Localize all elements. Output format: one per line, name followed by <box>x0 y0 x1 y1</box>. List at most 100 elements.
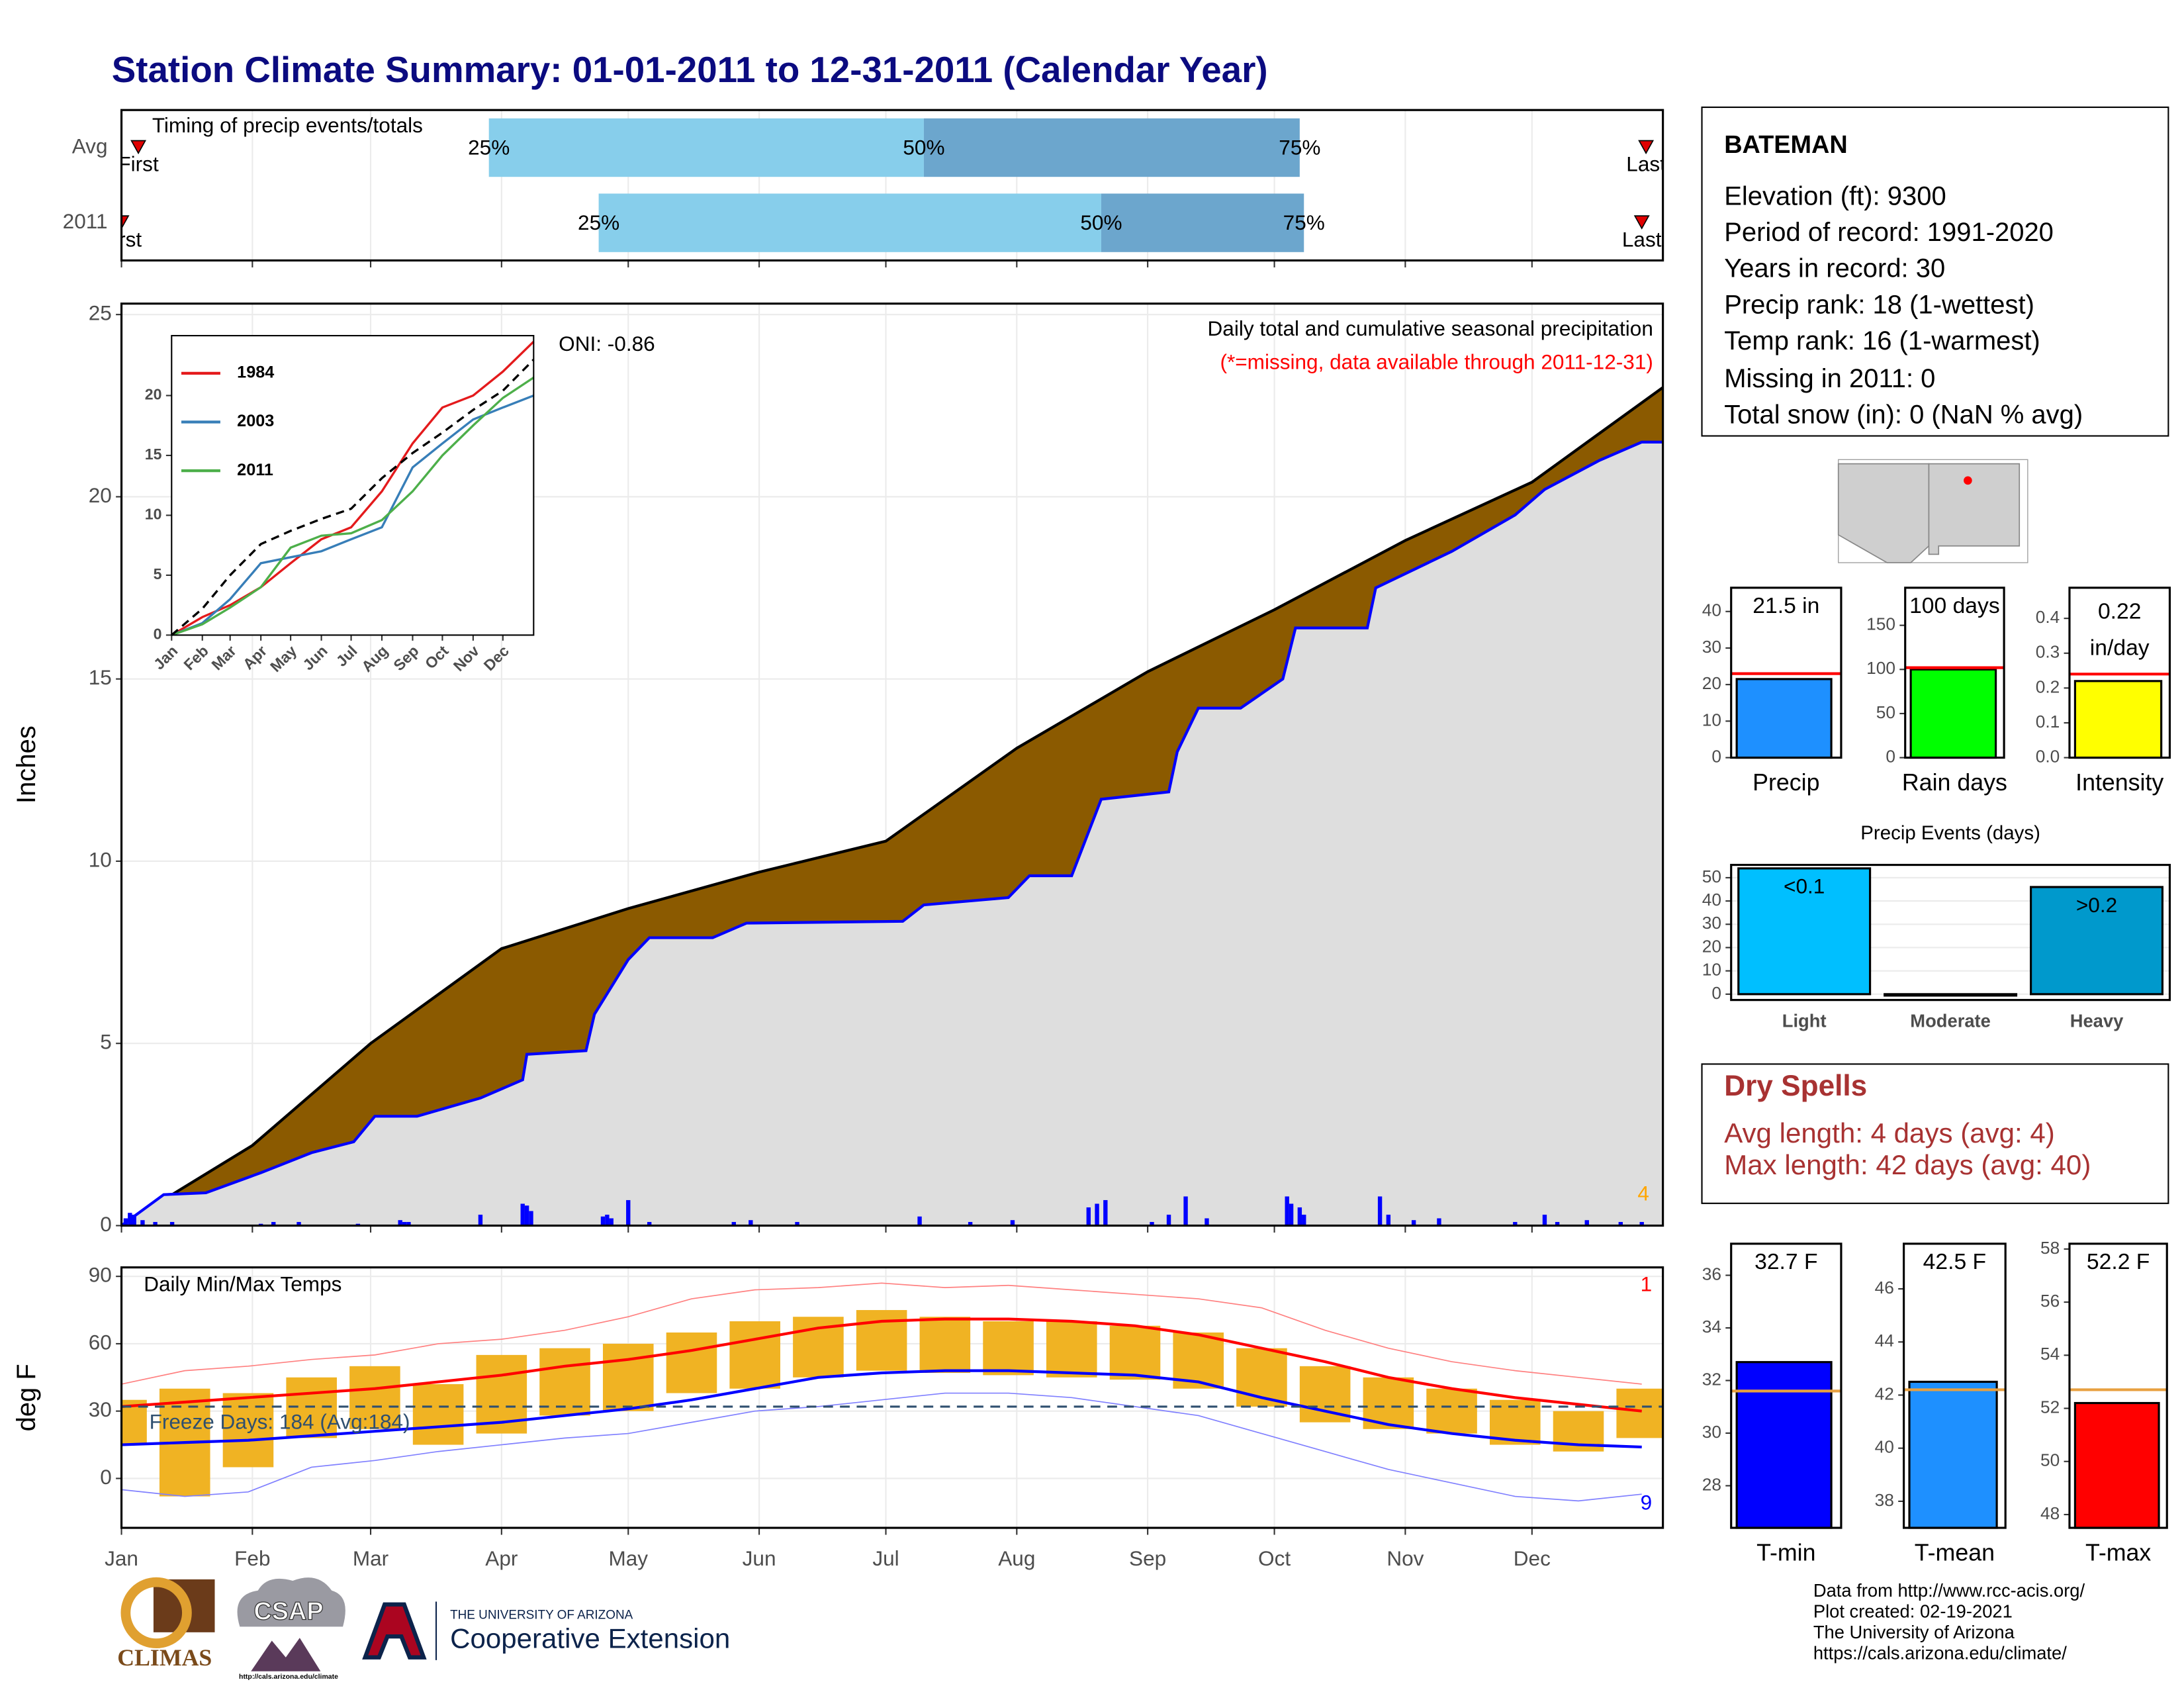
panel-frame <box>2068 1243 2168 1529</box>
csap-url: http://cals.arizona.edu/climate <box>239 1673 338 1681</box>
page-title: Station Climate Summary: 01-01-2011 to 1… <box>112 49 1268 90</box>
x-tick-label: Sep <box>1129 1546 1166 1570</box>
daily-bar <box>1285 1196 1289 1226</box>
daily-bar <box>478 1214 483 1226</box>
y-tick-label: 5 <box>100 1030 112 1054</box>
panel-frame <box>120 303 1664 1227</box>
daily-bar <box>917 1216 922 1226</box>
x-category-label: Heavy <box>2070 1011 2124 1031</box>
legend-label: 1984 <box>237 363 274 382</box>
y-tick-label: 32 <box>1702 1369 1721 1389</box>
quantile-bar <box>488 118 924 177</box>
daily-bar <box>795 1221 799 1226</box>
climas-logo-text: CLIMAS <box>117 1644 212 1671</box>
temp-line <box>121 1282 1642 1385</box>
y-tick-label: 30 <box>89 1397 112 1421</box>
chart-subtitle: (*=missing, data available through 2011-… <box>1220 350 1653 373</box>
bar <box>2073 680 2163 759</box>
daily-bar <box>626 1199 631 1226</box>
oni-annotation: ONI: -0.86 <box>559 332 655 355</box>
x-category-label: T-mean <box>1915 1539 1995 1566</box>
csap-mountain <box>251 1638 321 1671</box>
temp-line <box>121 1317 1642 1413</box>
y-tick-label: 44 <box>1875 1331 1894 1350</box>
y-tick-label: 20 <box>89 483 112 507</box>
y-tick-label: 15 <box>89 665 112 689</box>
x-category-label: T-max <box>2085 1539 2151 1566</box>
daily-bar <box>398 1220 402 1226</box>
bar-label: >0.2 <box>2076 893 2117 917</box>
cumulative-line <box>120 440 1663 1227</box>
chart-title: Daily Min/Max Temps <box>144 1272 341 1295</box>
y-tick-label: 50 <box>1702 867 1721 886</box>
temp-range-bar <box>1616 1388 1663 1438</box>
bar <box>1735 1361 1833 1529</box>
bar-label: <0.1 <box>1784 874 1825 898</box>
panel-frame <box>171 335 535 636</box>
series-line <box>171 340 535 636</box>
daily-bar <box>1289 1203 1294 1226</box>
event-label: Last <box>1626 152 1666 176</box>
y-tick-label: 42 <box>1875 1383 1894 1403</box>
y-tick-label: 52 <box>2040 1397 2060 1417</box>
y-tick-label: 15 <box>145 445 162 463</box>
panel-frame <box>2068 586 2171 759</box>
legend-label: 2011 <box>237 461 273 479</box>
station-line: Missing in 2011: 0 <box>1724 364 1935 393</box>
panel-frame <box>120 109 1664 262</box>
y-tick-label: 0.0 <box>2036 746 2060 766</box>
daily-bar <box>1386 1214 1391 1226</box>
daily-bar <box>1377 1196 1383 1226</box>
y-tick-label: 30 <box>1702 913 1721 933</box>
university-text: THE UNIVERSITY OF ARIZONA <box>450 1609 633 1622</box>
locator-map <box>1837 459 2028 563</box>
y-tick-label: 25 <box>89 301 112 325</box>
temp-range-bar <box>222 1393 274 1468</box>
x-category-label: Precip <box>1752 769 1819 796</box>
footer-line: The University of Arizona <box>1813 1622 2015 1642</box>
temp-range-bar <box>856 1310 907 1371</box>
quantile-bar <box>1101 193 1304 252</box>
value-label: 100 days <box>1909 594 2000 618</box>
daily-bar <box>647 1221 652 1226</box>
y-axis-label: deg F <box>12 1364 41 1431</box>
footer-line: Data from http://www.rcc-acis.org/ <box>1813 1580 2085 1601</box>
quantile-label: 50% <box>1080 211 1122 234</box>
y-axis-label: Inches <box>12 726 41 804</box>
y-tick-label: 56 <box>2040 1291 2060 1311</box>
station-line: Elevation (ft): 9300 <box>1724 181 1946 211</box>
event-label: First <box>101 227 142 251</box>
csap-logo-text: CSAP <box>253 1597 323 1625</box>
average-line <box>171 359 535 636</box>
unit-label: in/day <box>2090 635 2150 660</box>
quantile-label: 25% <box>578 211 619 234</box>
daily-bar <box>1103 1199 1108 1226</box>
x-tick-label: Jul <box>872 1546 899 1570</box>
daily-bar <box>1095 1203 1099 1226</box>
daily-bar <box>731 1221 736 1226</box>
x-tick-label: Mar <box>353 1546 388 1570</box>
value-label: 52.2 F <box>2087 1250 2150 1274</box>
daily-bar <box>1150 1221 1154 1226</box>
temp-range-bar <box>349 1366 400 1429</box>
temp-range-bar <box>919 1317 971 1374</box>
event-marker <box>1633 215 1650 230</box>
x-category-label: Moderate <box>1910 1011 1991 1031</box>
chart-title: Precip Events (days) <box>1860 822 2040 844</box>
y-tick-label: 0 <box>1711 746 1721 766</box>
x-category-label: Intensity <box>2075 769 2163 796</box>
x-tick-label: Oct <box>1258 1546 1291 1570</box>
daily-bar <box>524 1205 529 1226</box>
temp-range-bar <box>539 1348 590 1416</box>
y-tick-label: 0 <box>100 1212 112 1236</box>
temp-range-bar <box>1299 1366 1351 1423</box>
x-category-label: T-min <box>1756 1539 1815 1566</box>
value-label: 32.7 F <box>1754 1250 1817 1274</box>
value-label: 21.5 in <box>1752 594 1819 618</box>
panel-frame <box>1904 586 2005 759</box>
x-tick-label: Feb <box>234 1546 270 1570</box>
daily-bar <box>605 1214 610 1226</box>
footer: Data from http://www.rcc-acis.org/ Plot … <box>1813 1580 2085 1664</box>
daily-bar <box>128 1213 132 1226</box>
